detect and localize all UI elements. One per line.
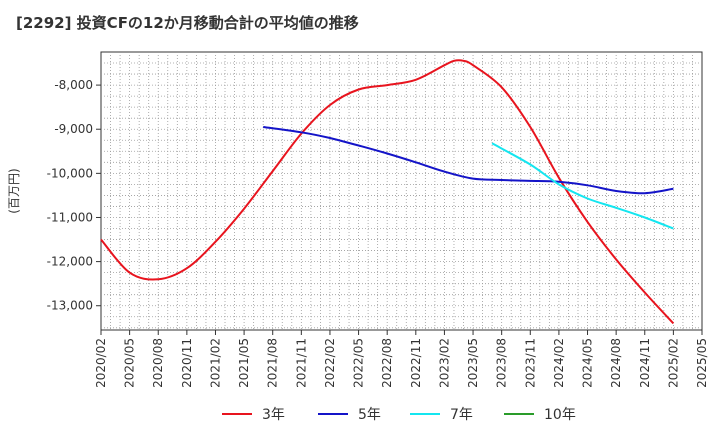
gridlines: [101, 52, 702, 330]
x-tick-label: 2020/08: [151, 338, 165, 388]
y-tick-label: -8,000: [54, 78, 93, 92]
x-tick-label: 2021/08: [266, 338, 280, 388]
y-axis-ticks: -8,000 -9,000 -10,000 -11,000 -12,000 -13,000: [47, 78, 101, 313]
x-tick-label: 2023/05: [466, 338, 480, 388]
legend-label: 3年: [262, 407, 285, 423]
series-line-3: [491, 142, 674, 230]
legend-label: 7年: [450, 407, 473, 423]
x-tick-label: 2022/08: [380, 338, 394, 388]
x-tick-label: 2021/05: [237, 338, 251, 388]
y-tick-label: -9,000: [54, 122, 93, 136]
legend: 3年 5年 7年 10年: [222, 407, 576, 423]
x-tick-label: 2020/05: [123, 338, 137, 388]
legend-label: 10年: [544, 407, 576, 423]
x-tick-label: 2023/08: [495, 338, 509, 388]
y-tick-label: -12,000: [47, 255, 93, 269]
x-tick-label: 2022/02: [323, 338, 337, 388]
chart-title: [2292] 投資CFの12か月移動合計の平均値の推移: [16, 14, 359, 32]
x-tick-label: 2021/11: [294, 338, 308, 388]
x-tick-label: 2020/02: [94, 338, 108, 388]
x-tick-label: 2024/11: [638, 338, 652, 388]
x-tick-label: 2021/02: [208, 338, 222, 388]
x-tick-label: 2023/02: [437, 338, 451, 388]
x-tick-label: 2020/11: [180, 338, 194, 388]
x-tick-label: 2022/11: [409, 338, 423, 388]
y-tick-label: -13,000: [47, 299, 93, 313]
series-line-2: [263, 126, 674, 195]
x-tick-label: 2025/02: [666, 338, 680, 388]
x-tick-label: 2023/11: [523, 338, 537, 388]
legend-label: 5年: [358, 407, 381, 423]
series-lines: [100, 59, 675, 325]
x-tick-label: 2024/02: [552, 338, 566, 388]
y-tick-label: -10,000: [47, 166, 93, 180]
x-tick-label: 2024/05: [581, 338, 595, 388]
y-tick-label: -11,000: [47, 210, 93, 224]
x-tick-label: 2024/08: [609, 338, 623, 388]
y-axis-label: (百万円): [7, 168, 21, 213]
x-tick-label: 2025/05: [695, 338, 709, 388]
x-axis-ticks: 2020/02 2020/05 2020/08 2020/11 2021/02 2021/…: [94, 330, 709, 388]
x-tick-label: 2022/05: [352, 338, 366, 388]
